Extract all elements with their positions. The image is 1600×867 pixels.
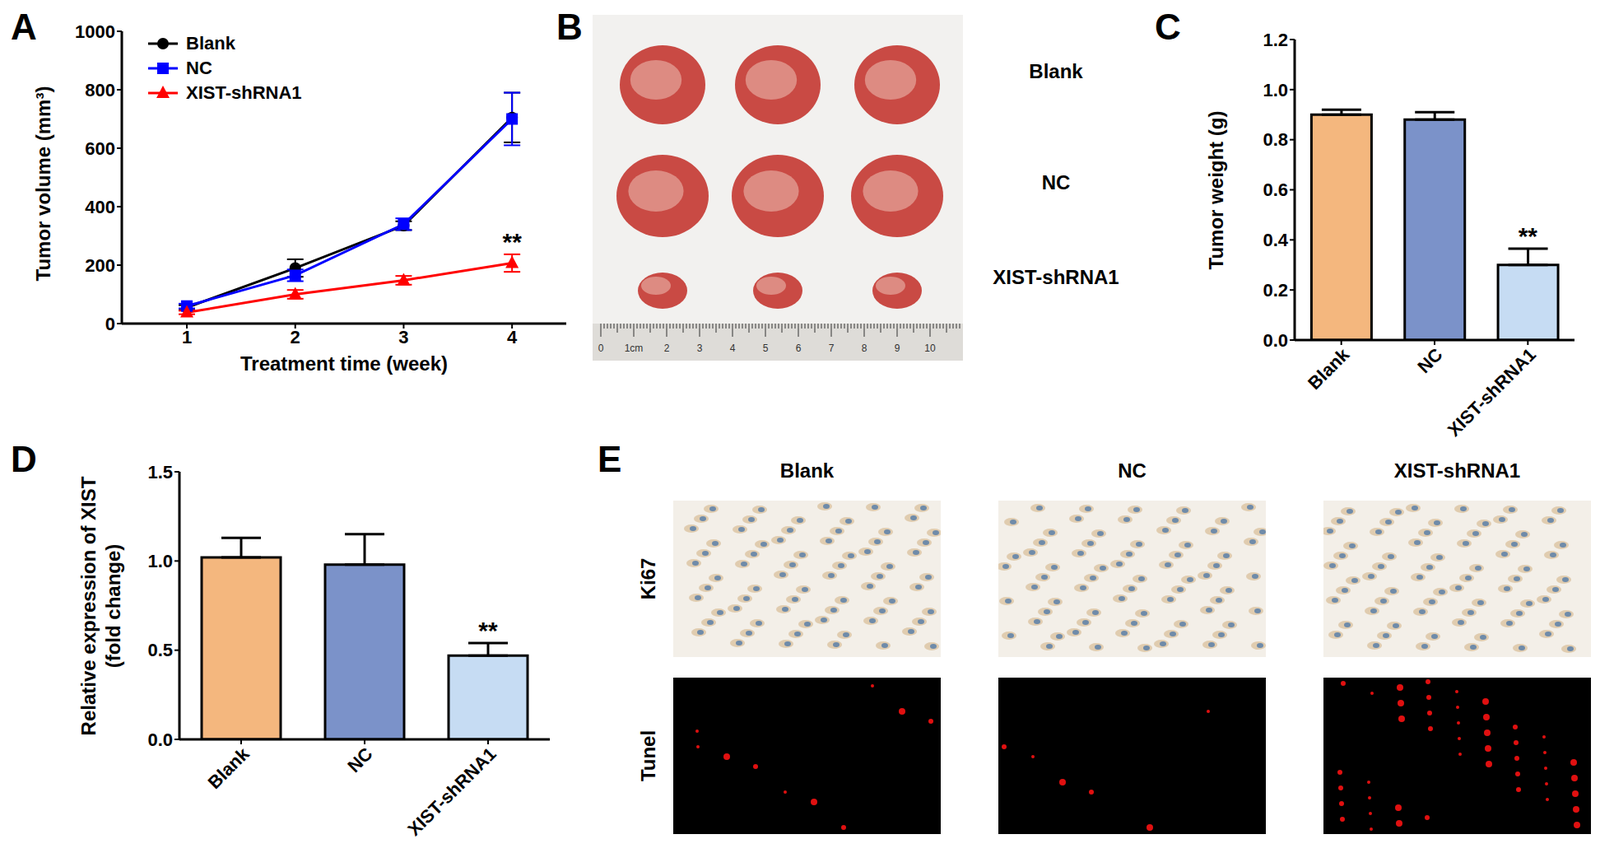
html-text:Blank: Blank <box>186 32 236 54</box>
svg-text:4: 4 <box>506 326 518 348</box>
svg-text:XIST-shRNA1: XIST-shRNA1 <box>1443 344 1540 441</box>
html-text:NC: NC <box>1117 459 1147 482</box>
svg-text:600: 600 <box>84 138 116 159</box>
html-text:Relative expression of XIST: Relative expression of XIST <box>77 475 100 735</box>
svg-text:0.0: 0.0 <box>147 729 173 750</box>
svg-text:400: 400 <box>84 196 116 218</box>
svg-text:XIST-shRNA1: XIST-shRNA1 <box>403 743 500 840</box>
svg-text:1cm: 1cm <box>624 342 644 354</box>
svg-text:1000: 1000 <box>74 21 116 42</box>
html-text:Blank: Blank <box>780 459 834 482</box>
html-text:XIST-shRNA1: XIST-shRNA1 <box>1394 459 1521 482</box>
svg-text:9: 9 <box>894 342 901 354</box>
svg-text:0.5: 0.5 <box>147 639 173 661</box>
svg-text:6: 6 <box>795 342 802 354</box>
svg-text:200: 200 <box>84 255 116 276</box>
html-text:E: E <box>597 438 622 480</box>
svg-text:3: 3 <box>398 326 409 348</box>
html-text:B: B <box>556 6 583 47</box>
html-text:Tumor volume (mm³): Tumor volume (mm³) <box>32 86 55 282</box>
svg-text:1: 1 <box>181 326 192 348</box>
svg-text:2: 2 <box>664 342 670 354</box>
svg-text:Blank: Blank <box>204 742 255 793</box>
svg-text:**: ** <box>1518 222 1539 250</box>
html-text:NC: NC <box>186 57 213 79</box>
svg-text:NC: NC <box>1413 344 1447 377</box>
svg-text:0: 0 <box>598 342 605 354</box>
svg-text:1.0: 1.0 <box>147 550 173 572</box>
html-text:NC: NC <box>1041 171 1071 194</box>
svg-text:0.0: 0.0 <box>1262 330 1289 351</box>
html-text:Tunel: Tunel <box>637 729 660 782</box>
svg-text:5: 5 <box>762 342 769 354</box>
svg-text:0.2: 0.2 <box>1262 279 1289 301</box>
svg-text:0.6: 0.6 <box>1262 179 1289 200</box>
svg-text:1.5: 1.5 <box>147 461 173 483</box>
svg-text:0.8: 0.8 <box>1262 129 1289 150</box>
html-text:C: C <box>1154 6 1181 47</box>
html-text:Blank: Blank <box>1029 60 1083 83</box>
svg-text:0: 0 <box>105 313 116 335</box>
html-text:Ki67: Ki67 <box>637 557 660 600</box>
svg-text:800: 800 <box>84 79 116 101</box>
svg-text:8: 8 <box>861 342 868 354</box>
svg-text:7: 7 <box>828 342 835 354</box>
html-text:XIST-shRNA1: XIST-shRNA1 <box>992 265 1120 289</box>
html-text:Tumor weight (g): Tumor weight (g) <box>1204 110 1228 270</box>
html-text:D: D <box>10 438 37 480</box>
svg-text:3: 3 <box>697 342 703 354</box>
html-text:Treatment time (week): Treatment time (week) <box>240 352 448 375</box>
html-text:XIST-shRNA1: XIST-shRNA1 <box>186 82 302 103</box>
svg-text:NC: NC <box>343 743 377 777</box>
svg-text:0.4: 0.4 <box>1262 229 1289 251</box>
svg-text:1.2: 1.2 <box>1262 29 1289 51</box>
svg-text:**: ** <box>502 227 522 256</box>
svg-text:2: 2 <box>290 326 301 348</box>
html-text:(fold change): (fold change) <box>102 543 125 668</box>
svg-text:10: 10 <box>924 342 936 354</box>
svg-text:1.0: 1.0 <box>1262 79 1289 101</box>
svg-text:Blank: Blank <box>1303 343 1354 394</box>
html-text:A: A <box>10 6 37 47</box>
svg-text:**: ** <box>478 616 498 644</box>
svg-text:4: 4 <box>730 342 736 354</box>
